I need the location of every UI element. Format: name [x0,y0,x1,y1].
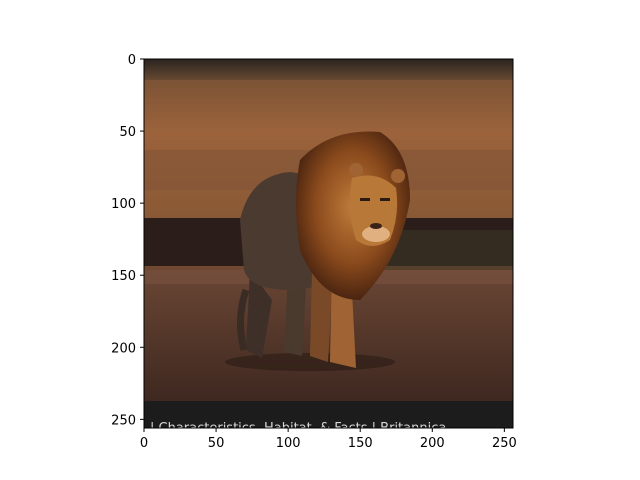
x-axis: 0 50 100 150 200 250 [140,428,517,451]
y-tick-label: 100 [111,197,136,212]
x-tick-label: 0 [140,436,148,451]
x-tick-label: 150 [348,436,373,451]
x-tick-label: 250 [492,436,517,451]
y-tick-label: 250 [111,413,136,428]
x-tick-label: 200 [420,436,445,451]
x-tick-label: 50 [208,436,225,451]
caption-bar [144,401,513,428]
caption-text: | Characteristics, Habitat, & Facts | Br… [150,421,446,436]
y-tick-label: 0 [128,53,136,68]
y-tick-label: 200 [111,341,136,356]
x-tick-label: 100 [276,436,301,451]
y-tick-label: 50 [119,125,136,140]
y-axis: 0 50 100 150 200 250 [111,53,144,428]
lion [225,131,410,371]
photo: | Characteristics, Habitat, & Facts | Br… [144,59,513,436]
axes-frame [143,58,514,429]
y-tick-label: 150 [111,269,136,284]
